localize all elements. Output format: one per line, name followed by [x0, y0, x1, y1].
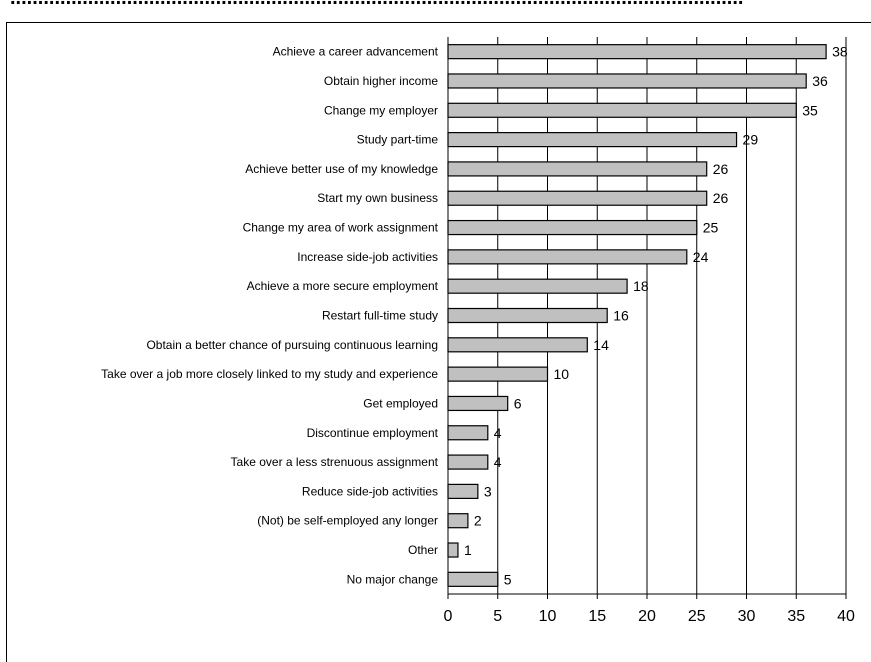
category-label: Get employed [363, 396, 438, 410]
category-label: Study part-time [357, 133, 439, 147]
category-label: Discontinue employment [307, 426, 439, 440]
value-label: 2 [474, 513, 482, 529]
bar [448, 572, 498, 586]
value-label: 38 [832, 44, 848, 60]
value-label: 5 [504, 571, 512, 587]
category-label: Obtain higher income [324, 74, 438, 88]
value-label: 6 [514, 395, 522, 411]
category-label: Take over a job more closely linked to m… [101, 367, 438, 381]
value-label: 36 [812, 73, 828, 89]
value-label: 29 [743, 132, 759, 148]
category-labels: Achieve a career advancement Obtain highe… [101, 45, 439, 587]
category-label: Other [408, 543, 438, 557]
bar [448, 426, 488, 440]
bar [448, 309, 607, 323]
bar [448, 338, 587, 352]
bar [448, 250, 687, 264]
bar [448, 455, 488, 469]
bar [448, 103, 796, 117]
value-label: 4 [494, 425, 502, 441]
bar [448, 279, 627, 293]
value-label: 26 [713, 161, 729, 177]
x-tick-label: 35 [787, 608, 805, 625]
bar [448, 133, 737, 147]
x-tick-label: 10 [539, 608, 557, 625]
value-label: 26 [713, 190, 729, 206]
value-label: 18 [633, 278, 649, 294]
value-label: 24 [693, 249, 709, 265]
category-label: Obtain a better chance of pursuing conti… [146, 338, 438, 352]
x-tick-label: 5 [493, 608, 502, 625]
bar [448, 367, 548, 381]
bar [448, 74, 806, 88]
x-tick-label: 30 [738, 608, 756, 625]
value-label: 4 [494, 454, 502, 470]
x-tick-label: 0 [444, 608, 453, 625]
value-label: 16 [613, 308, 629, 324]
bar [448, 221, 697, 235]
category-label: Achieve a career advancement [273, 45, 439, 59]
category-label: Start my own business [317, 191, 438, 205]
bar [448, 45, 826, 59]
category-label: Restart full-time study [322, 309, 438, 323]
category-label: (Not) be self-employed any longer [257, 514, 438, 528]
x-axis-ticks: 0 5 10 15 20 25 30 35 40 [444, 608, 855, 625]
category-label: Change my employer [324, 103, 438, 117]
bar [448, 514, 468, 528]
value-label: 14 [593, 337, 609, 353]
x-tick-label: 40 [837, 608, 855, 625]
category-label: Take over a less strenuous assignment [231, 455, 439, 469]
value-label: 35 [802, 102, 818, 118]
category-label: Achieve better use of my knowledge [245, 162, 438, 176]
category-label: No major change [347, 572, 439, 586]
x-tick-label: 20 [638, 608, 656, 625]
bar [448, 396, 508, 410]
category-label: Reduce side-job activities [302, 484, 438, 498]
x-tick-label: 25 [688, 608, 706, 625]
x-tick-label: 15 [588, 608, 606, 625]
value-label: 3 [484, 483, 492, 499]
category-label: Achieve a more secure employment [247, 279, 439, 293]
bar [448, 543, 458, 557]
bar [448, 191, 707, 205]
category-label: Increase side-job activities [297, 250, 438, 264]
bars [448, 45, 826, 587]
bar [448, 484, 478, 498]
value-label: 10 [554, 366, 570, 382]
category-label: Change my area of work assignment [243, 221, 439, 235]
value-label: 25 [703, 220, 719, 236]
bar [448, 162, 707, 176]
value-label: 1 [464, 542, 472, 558]
